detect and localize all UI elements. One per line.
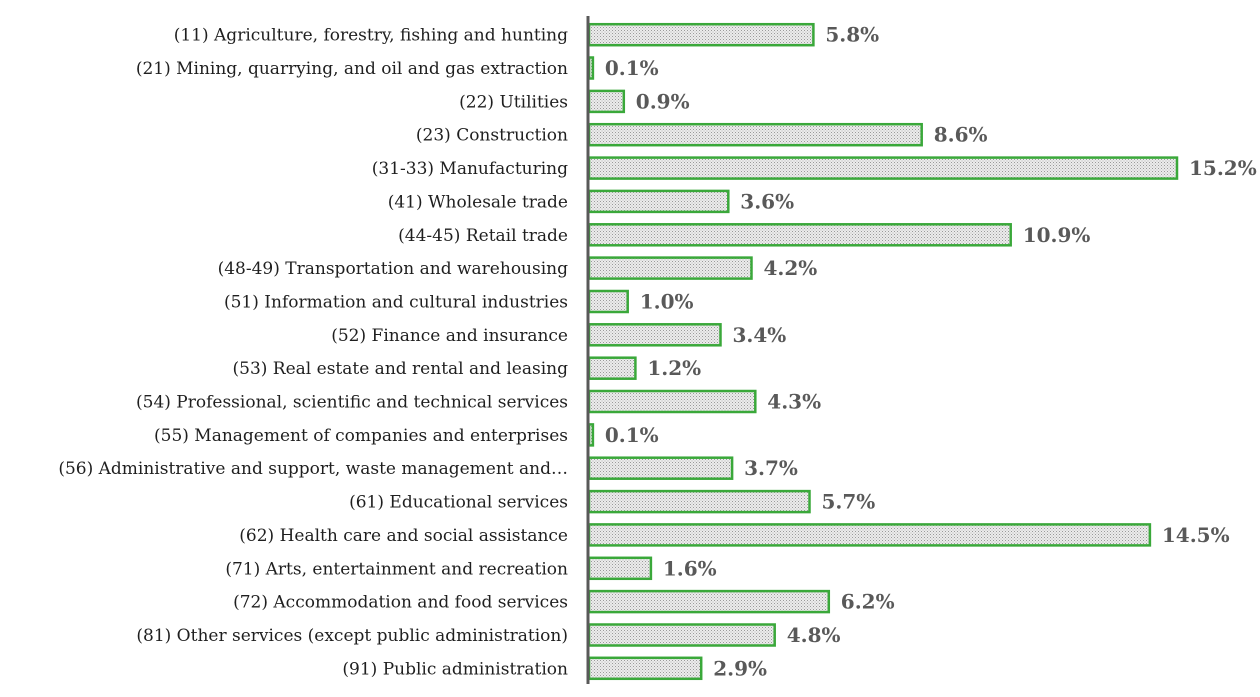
value-label: 4.3% <box>767 390 821 414</box>
category-label: (56) Administrative and support, waste m… <box>58 459 568 479</box>
category-label: (53) Real estate and rental and leasing <box>233 359 569 379</box>
category-label: (55) Management of companies and enterpr… <box>154 426 568 446</box>
bar <box>587 489 811 514</box>
bar <box>587 456 734 480</box>
value-label: 10.9% <box>1023 223 1091 247</box>
category-label: (22) Utilities <box>459 92 568 112</box>
category-label: (54) Professional, scientific and techni… <box>136 393 568 413</box>
category-label: (44-45) Retail trade <box>398 226 568 246</box>
bar <box>587 323 722 347</box>
category-label: (62) Health care and social assistance <box>239 526 568 546</box>
value-label: 1.6% <box>663 556 717 580</box>
bar <box>587 523 1152 547</box>
bar <box>587 122 923 147</box>
bar <box>587 156 1179 180</box>
category-label: (81) Other services (except public admin… <box>136 626 568 646</box>
bar <box>587 256 753 280</box>
bar <box>587 189 730 214</box>
value-label: 2.9% <box>713 656 767 680</box>
category-labels-group: (11) Agriculture, forestry, fishing and … <box>58 26 568 680</box>
category-label: (11) Agriculture, forestry, fishing and … <box>174 26 568 46</box>
category-label: (48-49) Transportation and warehousing <box>218 259 569 279</box>
bar <box>587 556 653 581</box>
bar <box>587 423 595 447</box>
bar <box>587 623 776 647</box>
bar <box>587 223 1012 247</box>
bar <box>587 389 757 414</box>
bar <box>587 289 629 314</box>
category-label: (21) Mining, quarrying, and oil and gas … <box>136 59 568 79</box>
value-label: 0.1% <box>605 423 659 447</box>
value-label: 6.2% <box>841 590 895 614</box>
category-label: (31-33) Manufacturing <box>372 159 568 179</box>
category-label: (52) Finance and insurance <box>331 326 568 346</box>
category-label: (72) Accommodation and food services <box>233 593 568 613</box>
value-label: 3.6% <box>740 189 794 213</box>
category-label: (91) Public administration <box>342 659 568 679</box>
category-label: (61) Educational services <box>349 493 568 513</box>
bar <box>587 56 595 80</box>
value-label: 5.8% <box>825 23 879 47</box>
value-labels-group: 5.8% 0.1% 0.9% 8.6% 15.2% 3.6% 10.9% 4.2% 1.0% 3.… <box>605 23 1257 681</box>
value-label: 3.4% <box>733 323 787 347</box>
category-label: (23) Construction <box>416 126 568 146</box>
bar <box>587 656 703 681</box>
value-label: 8.6% <box>934 123 988 147</box>
value-label: 0.9% <box>636 89 690 113</box>
bar <box>587 22 815 47</box>
bar <box>587 356 637 380</box>
bar <box>587 89 626 114</box>
bars-group <box>587 22 1179 681</box>
category-label: (51) Information and cultural industries <box>224 293 568 313</box>
value-label: 0.1% <box>605 56 659 80</box>
value-label: 4.2% <box>764 256 818 280</box>
value-label: 3.7% <box>744 456 798 480</box>
value-label: 1.0% <box>640 290 694 314</box>
category-label: (71) Arts, entertainment and recreation <box>225 559 568 579</box>
value-label: 5.7% <box>822 490 876 514</box>
category-label: (41) Wholesale trade <box>388 192 568 212</box>
value-label: 15.2% <box>1189 156 1257 180</box>
value-label: 14.5% <box>1162 523 1230 547</box>
value-label: 1.2% <box>647 356 701 380</box>
bar <box>587 589 831 614</box>
value-label: 4.8% <box>787 623 841 647</box>
